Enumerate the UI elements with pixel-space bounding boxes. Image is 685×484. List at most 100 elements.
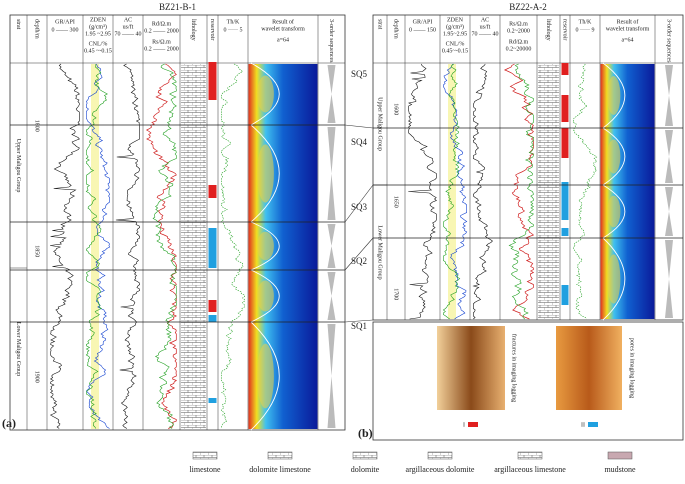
header-label: 0 —— 150: [409, 27, 436, 33]
wavelet-arc: [602, 127, 626, 186]
label-swatch: [588, 422, 598, 427]
header-label: GR/API: [413, 19, 433, 25]
reservoir: [561, 182, 569, 220]
wavelet-blob: [257, 231, 274, 261]
legend-label: dolomite limestone: [249, 465, 311, 474]
header-label: strat: [377, 19, 383, 30]
imaging-log-1: [437, 326, 505, 410]
header-label: Rs/Ω.m: [152, 39, 171, 45]
header-label: Rd/Ω.m: [152, 21, 172, 27]
wavelet-arc: [250, 321, 280, 431]
image-box: [372, 321, 684, 441]
header-label: 0 ····· 5: [224, 27, 243, 33]
legend-label: limestone: [189, 465, 221, 474]
label-swatch: [468, 422, 478, 427]
wavelet-blob: [257, 144, 274, 203]
header-label: wavelet transform: [606, 25, 650, 32]
wavelet-arc: [250, 62, 280, 126]
depth-label: 1800: [34, 120, 40, 132]
sequence-label: SQ3: [351, 202, 368, 212]
sequence-label: SQ2: [351, 256, 367, 266]
image-label: II: [581, 422, 585, 428]
header-label: CNL/%: [89, 41, 108, 47]
lithology: [181, 64, 206, 429]
log-curve: [472, 63, 493, 320]
header-label: 70 —— 40: [472, 31, 499, 37]
wavelet-blob: [257, 343, 274, 409]
depth-label: 1850: [34, 245, 40, 257]
header-label: depth/m: [393, 19, 399, 39]
header-label: 1.95 ~2.95: [85, 31, 111, 37]
sequence-label: SQ5: [351, 69, 368, 79]
log-curve: [503, 63, 535, 320]
legend-swatch: [352, 451, 378, 460]
header-label: 0.2~2000: [507, 28, 530, 34]
header-label: reservoir: [209, 19, 215, 40]
lithology: [538, 64, 559, 319]
wavelet-blob: [607, 254, 621, 304]
depth-label: 1700: [393, 288, 399, 300]
porosity-fill: [448, 64, 456, 319]
header-label: 0 —— 300: [52, 27, 79, 33]
depth-label: 1600: [393, 103, 399, 115]
sequence-triangle: [665, 130, 673, 183]
wavelet-blob: [607, 76, 621, 115]
wavelet-blob: [257, 280, 274, 312]
header-label: 0.45~-0.15: [442, 48, 468, 54]
correlation-line: [344, 237, 374, 271]
header-label: 1.95~2.95: [443, 31, 467, 37]
legend-swatch: [192, 451, 218, 460]
correlation-line: [344, 319, 374, 323]
log-curve: [152, 63, 177, 429]
group-label: Lower Maligou Group: [15, 322, 21, 376]
panel-tag: (b): [358, 426, 373, 440]
header-label: 0 ····· 9: [576, 27, 595, 33]
header-label: lithology: [545, 19, 551, 41]
log-curve: [572, 63, 598, 320]
sequence-triangle: [327, 65, 336, 123]
header-label: Th/K: [579, 19, 592, 25]
log-curve: [220, 63, 246, 429]
porosity-fill: [91, 64, 99, 429]
reservoir: [208, 62, 217, 100]
wavelet-blob: [607, 139, 621, 174]
header-label: AC: [124, 17, 132, 23]
sequence-triangle: [665, 65, 673, 126]
legend-label: mudstone: [604, 465, 636, 474]
sequence-triangle: [327, 224, 336, 268]
panel-title: BZ21-B-1: [159, 2, 196, 12]
reservoir: [561, 63, 569, 75]
header-label: 0.2~20000: [506, 46, 532, 52]
panel-title: BZ22-A-2: [509, 2, 547, 12]
header-label: 0.45 ~-0.15: [84, 48, 112, 54]
group-label: Upper Maligou Group: [377, 97, 383, 151]
header-label: 3-order sequences: [328, 19, 334, 63]
header-label: Rs/Ω.m: [509, 21, 528, 27]
image-caption: pores in imaging logging: [629, 338, 635, 398]
sequence-triangle: [665, 187, 673, 236]
image-caption: fractures in imaging logging: [511, 334, 518, 402]
sequence-triangle: [327, 127, 336, 220]
reservoir: [208, 315, 217, 322]
header-label: us/ft: [123, 23, 134, 30]
header-label: 3-order sequences: [666, 19, 672, 63]
panel-frame: [372, 14, 684, 321]
reservoir: [208, 228, 217, 268]
reservoir: [561, 228, 569, 236]
header-label: ZDEN: [447, 17, 464, 23]
log-curve: [408, 63, 437, 320]
log-curve: [49, 63, 80, 429]
header-label: reservoir: [562, 19, 568, 40]
header-label: us/ft: [480, 23, 491, 30]
log-curve: [508, 63, 534, 320]
sequence-label: SQ1: [351, 321, 367, 331]
reservoir: [208, 185, 217, 198]
legend-swatch: [427, 451, 453, 460]
legend-swatch: [517, 451, 543, 460]
header-label: (g/cm³): [446, 23, 464, 30]
header-label: GR/API: [55, 19, 75, 25]
legend-label: argillaceous dolomite: [406, 465, 475, 474]
reservoir: [561, 128, 569, 158]
header-label: lithology: [190, 19, 196, 41]
